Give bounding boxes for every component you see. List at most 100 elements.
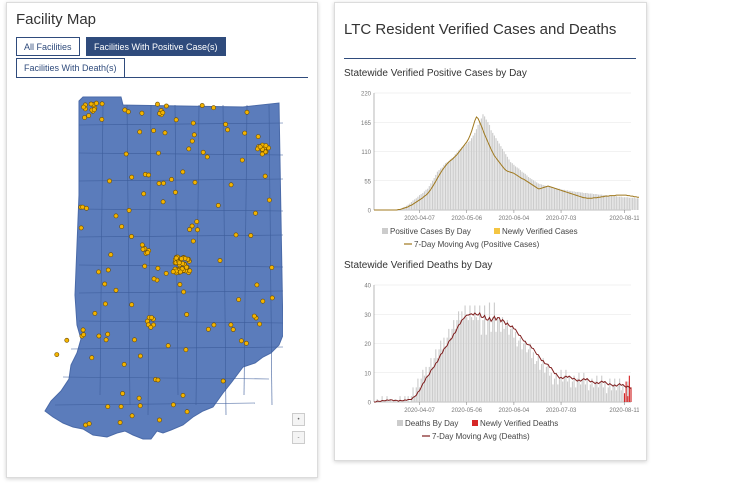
facility-marker[interactable] [142, 263, 148, 269]
facility-marker[interactable] [165, 343, 171, 349]
facility-marker[interactable] [184, 264, 189, 270]
facility-marker[interactable] [173, 255, 179, 261]
facility-marker[interactable] [160, 110, 166, 116]
facility-marker[interactable] [223, 121, 228, 127]
facility-marker[interactable] [105, 404, 111, 409]
facility-marker[interactable] [225, 127, 230, 133]
facility-marker[interactable] [170, 269, 176, 275]
facility-marker[interactable] [138, 353, 143, 359]
facility-marker[interactable] [236, 297, 242, 302]
facility-marker[interactable] [180, 392, 186, 398]
facility-marker[interactable] [129, 174, 135, 180]
facility-marker[interactable] [184, 312, 190, 317]
zoom-in-button[interactable]: • [292, 413, 305, 426]
tab-facilities-with-deaths[interactable]: Facilities With Death(s) [16, 58, 125, 78]
facility-marker[interactable] [180, 169, 186, 175]
facility-marker[interactable] [129, 234, 134, 239]
facility-marker[interactable] [120, 391, 125, 396]
facility-marker[interactable] [195, 227, 200, 233]
facility-marker[interactable] [102, 281, 108, 287]
facility-marker[interactable] [179, 256, 184, 262]
facility-marker[interactable] [176, 260, 182, 266]
facility-marker[interactable] [94, 100, 99, 106]
facility-marker[interactable] [122, 107, 128, 113]
facility-marker[interactable] [113, 287, 119, 293]
facility-marker[interactable] [105, 267, 111, 273]
facility-marker[interactable] [107, 178, 112, 184]
facility-marker[interactable] [156, 181, 162, 186]
facility-marker[interactable] [190, 238, 196, 244]
facility-marker[interactable] [161, 180, 166, 186]
facility-marker[interactable] [81, 104, 86, 110]
facility-marker[interactable] [118, 404, 124, 409]
facility-marker[interactable] [190, 120, 196, 126]
facility-marker[interactable] [126, 109, 131, 115]
facility-marker[interactable] [255, 134, 261, 139]
facility-marker[interactable] [155, 377, 161, 383]
facility-marker[interactable] [177, 282, 183, 287]
facility-marker[interactable] [145, 250, 150, 256]
facility-marker[interactable] [99, 101, 105, 107]
facility-marker[interactable] [191, 132, 197, 138]
facility-marker[interactable] [257, 321, 262, 327]
facility-marker[interactable] [157, 417, 162, 423]
facility-marker[interactable] [89, 355, 95, 361]
facility-marker[interactable] [238, 338, 244, 344]
facility-marker[interactable] [126, 208, 132, 213]
facility-marker[interactable] [170, 402, 176, 408]
facility-marker[interactable] [149, 315, 154, 320]
facility-marker[interactable] [88, 101, 94, 107]
facility-marker[interactable] [132, 337, 137, 343]
facility-marker[interactable] [215, 203, 221, 208]
facility-marker[interactable] [183, 347, 189, 353]
facility-marker[interactable] [189, 138, 195, 144]
facility-marker[interactable] [78, 225, 84, 231]
facility-marker[interactable] [260, 298, 266, 304]
facility-marker[interactable] [204, 154, 210, 160]
tab-all-facilities[interactable]: All Facilities [16, 37, 80, 56]
facility-marker[interactable] [99, 116, 105, 122]
facility-marker[interactable] [139, 110, 145, 116]
facility-marker[interactable] [141, 191, 147, 197]
facility-marker[interactable] [86, 421, 92, 427]
facility-marker[interactable] [177, 269, 183, 275]
facility-marker[interactable] [123, 151, 129, 157]
facility-marker[interactable] [192, 180, 198, 185]
facility-marker[interactable] [211, 105, 216, 111]
facility-marker[interactable] [139, 242, 145, 248]
facility-marker[interactable] [121, 361, 127, 367]
facility-marker[interactable] [119, 224, 125, 229]
facility-marker[interactable] [151, 128, 156, 133]
facility-marker[interactable] [86, 113, 92, 118]
facility-marker[interactable] [244, 109, 250, 115]
facility-marker[interactable] [257, 144, 263, 150]
facility-marker[interactable] [160, 199, 166, 205]
facility-marker[interactable] [173, 117, 179, 123]
facility-marker[interactable] [199, 103, 205, 108]
facility-marker[interactable] [140, 246, 146, 252]
facility-marker[interactable] [263, 143, 269, 148]
facility-marker[interactable] [228, 322, 234, 328]
facility-marker[interactable] [105, 331, 111, 337]
facility-marker[interactable] [262, 173, 268, 179]
facility-marker[interactable] [113, 213, 119, 219]
indiana-map[interactable] [43, 95, 283, 450]
facility-marker[interactable] [84, 205, 89, 211]
facility-marker[interactable] [117, 420, 123, 425]
facility-marker[interactable] [151, 276, 157, 282]
facility-marker[interactable] [269, 265, 275, 270]
facility-marker[interactable] [81, 332, 86, 338]
facility-marker[interactable] [242, 130, 248, 136]
facility-marker[interactable] [220, 378, 226, 384]
facility-marker[interactable] [253, 210, 258, 216]
facility-marker[interactable] [129, 302, 135, 308]
tab-facilities-with-positive-cases[interactable]: Facilities With Positive Case(s) [86, 37, 226, 56]
facility-marker[interactable] [211, 322, 217, 328]
facility-marker[interactable] [108, 252, 114, 258]
facility-marker[interactable] [172, 189, 178, 195]
facility-marker[interactable] [187, 227, 192, 232]
facility-marker[interactable] [184, 409, 190, 415]
facility-marker[interactable] [228, 182, 234, 188]
facility-marker[interactable] [181, 289, 186, 295]
facility-marker[interactable] [186, 146, 192, 152]
